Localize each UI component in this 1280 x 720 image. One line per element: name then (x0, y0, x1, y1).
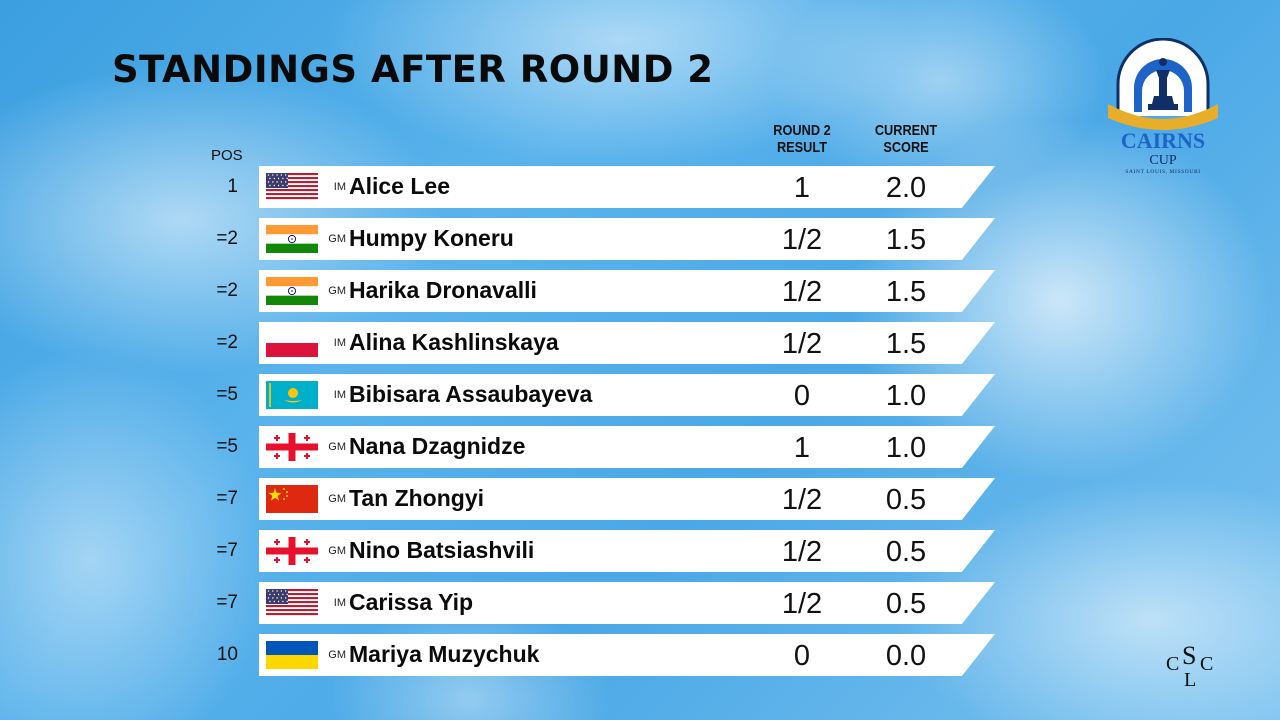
position-cell: =2 (216, 280, 238, 301)
svg-text:C: C (1200, 653, 1213, 675)
table-row: 1 IM Alice Lee 1 2.0 (0, 166, 1280, 208)
round2-result-cell: 0 (793, 640, 811, 672)
round2-header-line2: RESULT (776, 139, 828, 156)
current-score-cell: 1.0 (885, 380, 927, 412)
cairns-cup-logo: CAIRNS CUP SAINT LOUIS, MISSOURI (1108, 38, 1218, 175)
row-bar (259, 218, 995, 260)
round2-result-column-header: ROUND 2 RESULT (768, 122, 836, 156)
position-cell: 1 (227, 176, 238, 197)
table-row: =5 GM Nana Dzagnidze 1 1.0 (0, 426, 1280, 468)
row-bar (259, 530, 995, 572)
round2-result-cell: 1 (793, 172, 811, 204)
flag-india-icon (266, 225, 318, 253)
table-row: =7 GM Nino Batsiashvili 1/2 0.5 (0, 530, 1280, 572)
current-score-cell: 1.5 (885, 276, 927, 308)
table-row: =2 GM Harika Dronavalli 1/2 1.5 (0, 270, 1280, 312)
row-bar (259, 270, 995, 312)
row-bar (259, 374, 995, 416)
current-score-cell: 1.5 (885, 328, 927, 360)
current-score-cell: 0.5 (885, 536, 927, 568)
svg-text:L: L (1184, 669, 1196, 688)
player-title: GM (328, 649, 346, 661)
player-title: IM (333, 337, 346, 349)
current-score-column-header: CURRENT SCORE (872, 122, 940, 156)
round2-result-cell: 1/2 (781, 328, 823, 360)
player-name: Harika Dronavalli (349, 277, 537, 303)
logo-line2: CUP (1149, 153, 1176, 168)
player-title: GM (328, 441, 346, 453)
player-title: GM (328, 545, 346, 557)
row-bar (259, 426, 995, 468)
player-title: GM (328, 493, 346, 505)
score-header-line1: CURRENT (874, 122, 938, 139)
pos-column-header: POS (211, 147, 243, 164)
current-score-cell: 2.0 (885, 172, 927, 204)
table-row: =5 IM Bibisara Assaubayeva 0 1.0 (0, 374, 1280, 416)
position-cell: =7 (216, 540, 238, 561)
position-cell: =5 (216, 384, 238, 405)
player-name: Mariya Muzychuk (349, 641, 540, 667)
player-title: IM (333, 597, 346, 609)
round2-result-cell: 1/2 (781, 536, 823, 568)
current-score-cell: 0.0 (885, 640, 927, 672)
player-name: Carissa Yip (349, 589, 474, 615)
row-bar (259, 478, 995, 520)
player-name: Alina Kashlinskaya (349, 329, 559, 355)
table-row: =2 IM Alina Kashlinskaya 1/2 1.5 (0, 322, 1280, 364)
round2-result-cell: 0 (793, 380, 811, 412)
round2-result-cell: 1 (793, 432, 811, 464)
table-row: 10 GM Mariya Muzychuk 0 0.0 (0, 634, 1280, 676)
table-row: =7 IM Carissa Yip 1/2 0.5 (0, 582, 1280, 624)
position-cell: =7 (216, 488, 238, 509)
round2-header-line1: ROUND 2 (773, 122, 831, 139)
player-title: IM (333, 389, 346, 401)
current-score-cell: 1.5 (885, 224, 927, 256)
flag-ukraine-icon (266, 641, 318, 669)
position-cell: =2 (216, 332, 238, 353)
position-cell: 10 (216, 644, 238, 665)
player-name: Alice Lee (349, 173, 450, 199)
player-title: IM (333, 181, 346, 193)
page-title: STANDINGS AFTER ROUND 2 (112, 48, 714, 91)
cslc-logo: C S L C (1166, 641, 1213, 688)
flag-usa-icon (266, 589, 318, 617)
row-bar (259, 322, 995, 364)
score-header-line2: SCORE (883, 139, 929, 156)
table-row: =2 GM Humpy Koneru 1/2 1.5 (0, 218, 1280, 260)
flag-kazakhstan-icon (266, 381, 318, 409)
current-score-cell: 0.5 (885, 484, 927, 516)
player-title: GM (328, 233, 346, 245)
flag-poland-icon (266, 329, 318, 357)
row-bar (259, 634, 995, 676)
table-row: =7 GM Tan Zhongyi 1/2 0.5 (0, 478, 1280, 520)
flag-georgia-icon (266, 537, 318, 565)
round2-result-cell: 1/2 (781, 224, 823, 256)
player-name: Bibisara Assaubayeva (349, 381, 593, 407)
player-name: Nana Dzagnidze (349, 433, 526, 459)
flag-georgia-icon (266, 433, 318, 461)
round2-result-cell: 1/2 (781, 276, 823, 308)
row-bar (259, 582, 995, 624)
svg-text:S: S (1182, 641, 1196, 670)
svg-text:C: C (1166, 653, 1179, 675)
position-cell: =7 (216, 592, 238, 613)
flag-usa-icon (266, 173, 318, 201)
logo-line1: CAIRNS (1121, 128, 1205, 153)
flag-india-icon (266, 277, 318, 305)
round2-result-cell: 1/2 (781, 484, 823, 516)
current-score-cell: 1.0 (885, 432, 927, 464)
current-score-cell: 0.5 (885, 588, 927, 620)
player-name: Humpy Koneru (349, 225, 514, 251)
row-bar (259, 166, 995, 208)
player-title: GM (328, 285, 346, 297)
position-cell: =5 (216, 436, 238, 457)
round2-result-cell: 1/2 (781, 588, 823, 620)
player-name: Tan Zhongyi (349, 485, 485, 511)
position-cell: =2 (216, 228, 238, 249)
logo-line3: SAINT LOUIS, MISSOURI (1125, 169, 1200, 175)
flag-china-icon (266, 485, 318, 513)
player-name: Nino Batsiashvili (349, 537, 535, 563)
